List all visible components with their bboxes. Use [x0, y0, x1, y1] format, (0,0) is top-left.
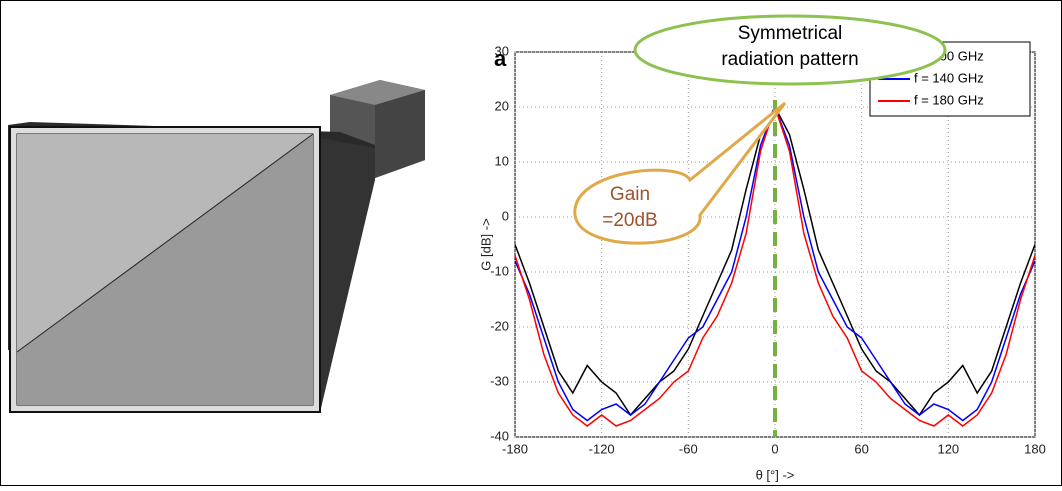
page: {"chart_data": {"type": "line", "panel_l…	[0, 0, 1062, 491]
y-tick-label: -20	[490, 318, 509, 333]
legend-label: f = 140 GHz	[914, 70, 984, 85]
legend-label: f = 180 GHz	[914, 92, 984, 107]
annotation-text: Symmetrical	[738, 23, 843, 44]
annotation-text: radiation pattern	[721, 49, 858, 70]
y-tick-label: 10	[495, 153, 509, 168]
y-tick-label: -30	[490, 373, 509, 388]
x-tick-label: -60	[679, 441, 698, 456]
y-tick-label: 0	[502, 208, 509, 223]
y-axis-label: G [dB] ->	[478, 218, 493, 270]
x-tick-label: 60	[854, 441, 868, 456]
panel-label: a	[494, 46, 507, 71]
x-axis-label: θ [°] ->	[756, 467, 795, 482]
x-tick-label: 180	[1024, 441, 1046, 456]
x-tick-label: -180	[502, 441, 528, 456]
x-tick-label: 0	[771, 441, 778, 456]
annotation-text: =20dB	[602, 210, 657, 231]
y-tick-label: 20	[495, 98, 509, 113]
annotation-text: Gain	[610, 184, 650, 205]
x-tick-label: 120	[937, 441, 959, 456]
x-tick-label: -120	[589, 441, 615, 456]
figure: -40-30-20-100102030-180-120-60060120180θ…	[0, 0, 1062, 486]
